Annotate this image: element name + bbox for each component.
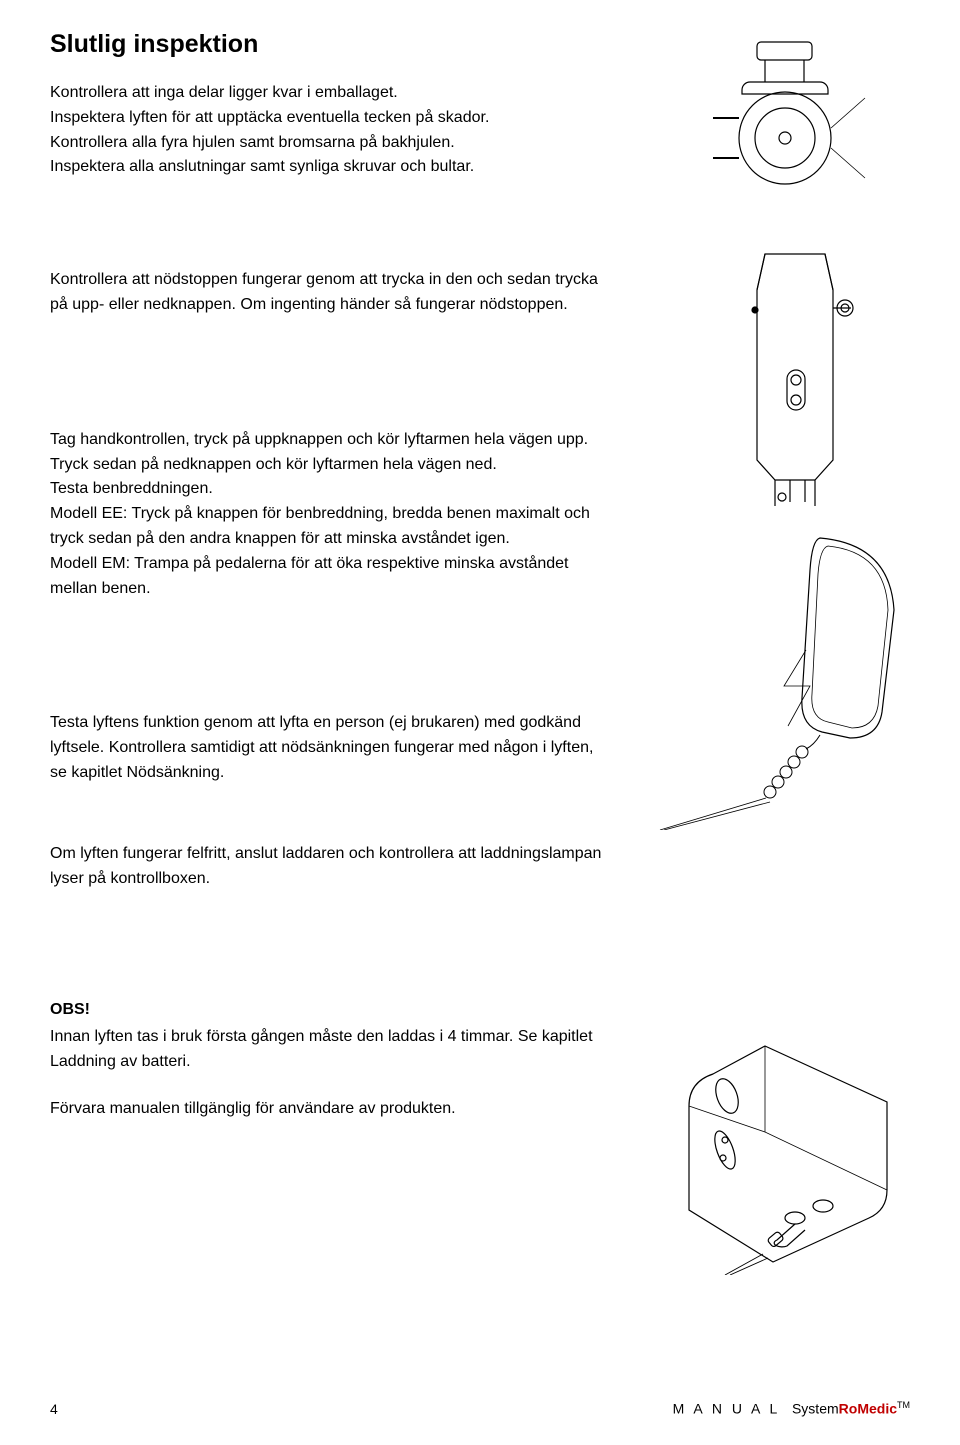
- paragraph: Om lyften fungerar felfritt, anslut ladd…: [50, 842, 605, 892]
- text-column: Kontrollera att inga delar ligger kvar i…: [50, 81, 605, 1122]
- manual-label: M A N U A L: [673, 1401, 781, 1417]
- paragraph: Inspektera lyften för att upptäcka event…: [50, 106, 605, 131]
- paragraph: Modell EM: Trampa på pedalerna för att ö…: [50, 552, 605, 602]
- brand-romedic: RoMedic: [839, 1401, 897, 1417]
- paragraph: Tag handkontrollen, tryck på uppknappen …: [50, 428, 605, 478]
- paragraph: Kontrollera att nödstoppen fungerar geno…: [50, 268, 605, 318]
- paragraph: Förvara manualen tillgänglig för använda…: [50, 1097, 605, 1122]
- paragraph: Testa lyftens funktion genom att lyfta e…: [50, 711, 605, 785]
- obs-label: OBS!: [50, 1001, 605, 1019]
- paragraph: Innan lyften tas i bruk första gången må…: [50, 1025, 605, 1075]
- caster-wheel-illustration: [695, 40, 870, 190]
- paragraph: Inspektera alla anslutningar samt synlig…: [50, 155, 605, 180]
- page-number: 4: [50, 1401, 58, 1417]
- control-box-illustration: [655, 1040, 905, 1275]
- hand-remote-illustration: [650, 530, 910, 830]
- paragraph: Kontrollera att inga delar ligger kvar i…: [50, 81, 605, 106]
- paragraph: Modell EE: Tryck på knappen för benbredd…: [50, 502, 605, 552]
- trademark: TM: [897, 1400, 910, 1410]
- brand-system: System: [792, 1401, 839, 1417]
- lift-column-illustration: [735, 250, 855, 510]
- page-footer: 4 M A N U A L SystemRoMedicTM: [50, 1400, 910, 1417]
- paragraph: Kontrollera alla fyra hjulen samt bromsa…: [50, 131, 605, 156]
- footer-brand: M A N U A L SystemRoMedicTM: [673, 1400, 910, 1417]
- paragraph: Testa benbreddningen.: [50, 477, 605, 502]
